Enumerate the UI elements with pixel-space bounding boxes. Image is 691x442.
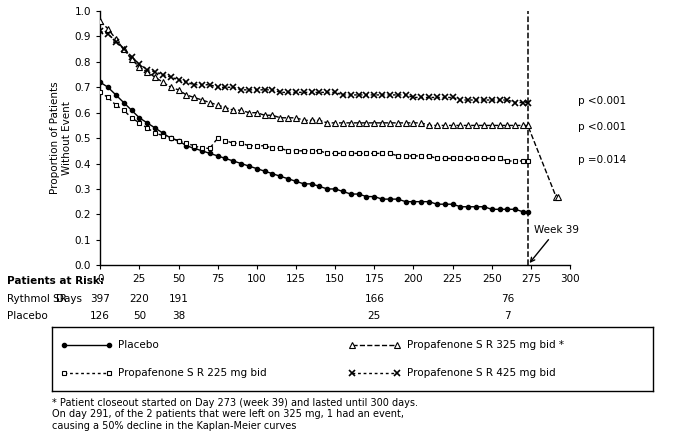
Text: p =0.014: p =0.014 — [578, 155, 626, 165]
Text: 7: 7 — [504, 311, 511, 321]
Text: Propafenone S R 425 mg bid: Propafenone S R 425 mg bid — [406, 368, 555, 378]
Text: 25: 25 — [368, 311, 381, 321]
Text: 76: 76 — [501, 294, 514, 304]
Text: 220: 220 — [129, 294, 149, 304]
Text: p <0.001: p <0.001 — [578, 96, 626, 106]
Text: Rythmol SR: Rythmol SR — [7, 294, 67, 304]
Text: p <0.001: p <0.001 — [578, 122, 626, 132]
Text: Propafenone S R 225 mg bid: Propafenone S R 225 mg bid — [118, 368, 267, 378]
Text: 191: 191 — [169, 294, 189, 304]
Text: Placebo: Placebo — [118, 340, 159, 350]
Text: 50: 50 — [133, 311, 146, 321]
Text: 166: 166 — [364, 294, 384, 304]
Text: Week 39: Week 39 — [531, 225, 579, 262]
Text: 126: 126 — [91, 311, 110, 321]
Text: * Patient closeout started on Day 273 (week 39) and lasted until 300 days.
On da: * Patient closeout started on Day 273 (w… — [52, 398, 418, 431]
Y-axis label: Proportion of Patients
Without Event: Proportion of Patients Without Event — [50, 82, 72, 194]
Text: Propafenone S R 325 mg bid *: Propafenone S R 325 mg bid * — [406, 340, 564, 350]
Text: Days: Days — [57, 294, 82, 305]
Text: 397: 397 — [91, 294, 110, 304]
Text: Placebo: Placebo — [7, 311, 48, 321]
Text: Patients at Risk:: Patients at Risk: — [7, 276, 104, 286]
Text: 38: 38 — [172, 311, 185, 321]
